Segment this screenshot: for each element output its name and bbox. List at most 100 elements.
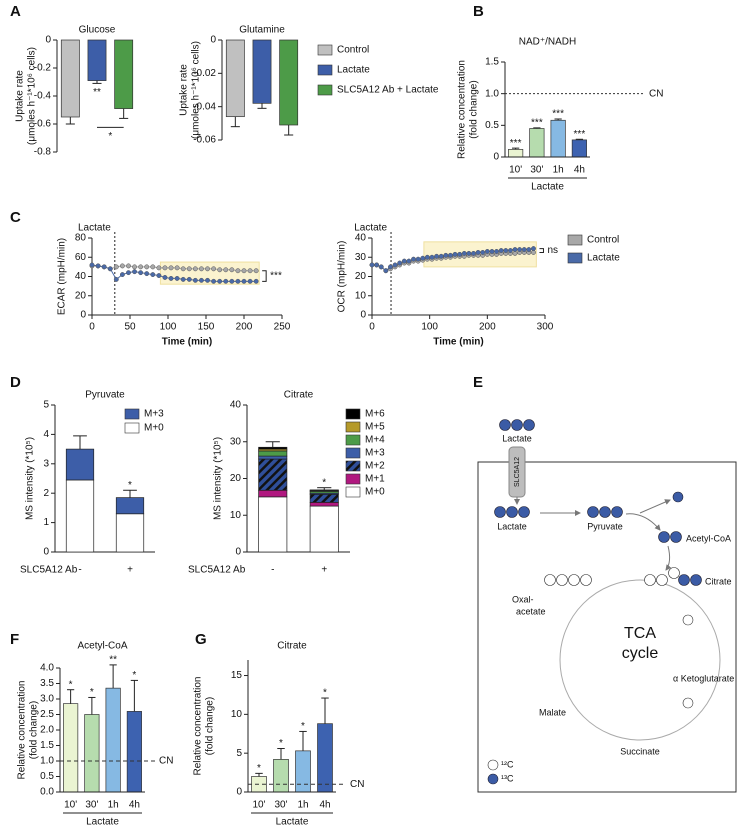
point	[452, 251, 458, 257]
legend-label: Control	[337, 45, 369, 56]
point	[388, 264, 393, 270]
reference-label: CN	[159, 756, 173, 767]
point	[126, 263, 131, 269]
label: SLC5A12	[514, 457, 521, 487]
carbon	[656, 574, 668, 586]
legend-label: Lactate	[337, 65, 370, 76]
point	[186, 266, 192, 272]
point	[223, 278, 229, 284]
x-tick-label: -	[78, 565, 81, 576]
bar-segment	[65, 448, 95, 481]
y-axis-label: (μmoles h⁻¹*10⁶ cells)	[27, 47, 38, 145]
point	[494, 249, 500, 254]
y-tick-label: 15	[231, 670, 243, 681]
x-tick-label: 200	[479, 322, 496, 333]
chart-title: NAD⁺/NADH	[519, 37, 577, 48]
point	[150, 272, 156, 278]
panel-label: C	[10, 209, 21, 226]
bar-segment	[258, 458, 288, 491]
point	[415, 256, 421, 262]
x-tick-label: 200	[236, 322, 253, 333]
point	[229, 278, 235, 284]
bar-segment	[115, 497, 145, 515]
point	[198, 277, 204, 283]
y-tick-label: -0.02	[193, 68, 216, 79]
bar	[114, 39, 134, 109]
arrow	[665, 545, 672, 571]
point	[235, 278, 241, 284]
bar	[252, 39, 272, 104]
y-axis-label: ECAR (mpH/min)	[57, 238, 68, 315]
y-tick-label: 0	[45, 35, 51, 46]
y-tick-label: 1	[43, 517, 49, 528]
point	[162, 265, 168, 271]
x-tick-label: 250	[274, 322, 291, 333]
y-axis-label: Relative concentration	[193, 677, 204, 776]
y-tick-label: 2	[43, 488, 49, 499]
x-tick-label: 1h	[297, 800, 308, 811]
point	[156, 265, 162, 271]
point	[392, 262, 398, 268]
chart-title: Citrate	[284, 390, 314, 401]
label: Malate	[539, 707, 566, 717]
y-axis-label: Relative concentration	[457, 60, 468, 159]
comparison-label: *	[108, 131, 112, 142]
point	[132, 269, 138, 275]
annotation: *	[322, 477, 326, 488]
point	[211, 278, 217, 284]
legend-label: M+5	[365, 422, 385, 433]
x-tick-label: 0	[369, 322, 375, 333]
label: cycle	[622, 645, 659, 662]
point	[383, 268, 389, 274]
bar-segment	[65, 479, 95, 553]
point	[95, 263, 101, 269]
x-tick-label: 50	[124, 322, 136, 333]
point	[484, 249, 490, 254]
y-tick-label: 0	[210, 35, 216, 46]
carbon	[678, 574, 690, 586]
arrow	[625, 513, 661, 531]
x-tick-label: 30'	[274, 800, 287, 811]
label: Acetyl-CoA	[686, 533, 731, 543]
series-line	[91, 264, 257, 282]
point	[247, 268, 253, 274]
y-tick-label: 0.5	[485, 120, 499, 131]
point	[174, 265, 180, 271]
point	[378, 264, 384, 270]
point	[471, 250, 476, 256]
x-axis-label: SLC5A12 Ab	[188, 565, 246, 576]
x-tick-label: 300	[537, 322, 554, 333]
point	[107, 266, 113, 272]
panel-label: A	[10, 3, 21, 20]
bar-segment	[309, 493, 339, 503]
legend-swatch	[317, 44, 333, 56]
y-axis-label: (fold change)	[29, 701, 40, 759]
point	[192, 277, 198, 283]
y-tick-label: -0.8	[34, 147, 52, 158]
legend-label: M+0	[144, 423, 164, 434]
point	[186, 276, 192, 282]
legend-swatch	[345, 434, 361, 446]
x-tick-label: 100	[160, 322, 177, 333]
y-axis-label: MS intensity (*10⁵)	[213, 437, 224, 520]
annotation: ***	[510, 138, 522, 149]
label: Citrate	[705, 576, 732, 586]
y-tick-label: -0.4	[34, 91, 52, 102]
significance-bracket	[539, 248, 544, 253]
point	[192, 266, 198, 272]
point	[217, 267, 223, 273]
legend-swatch	[317, 64, 333, 76]
chart-title: Glucose	[79, 25, 116, 36]
point	[217, 278, 223, 284]
y-tick-label: 2.0	[40, 725, 54, 736]
chart-title: Pyruvate	[85, 390, 125, 401]
carbon	[658, 531, 670, 543]
point	[138, 264, 144, 270]
y-tick-label: 10	[231, 709, 243, 720]
y-tick-label: 5	[236, 748, 242, 759]
annotation: *	[90, 687, 94, 698]
annotation: ***	[574, 129, 586, 140]
annotation: ***	[531, 118, 543, 129]
point	[498, 248, 504, 253]
